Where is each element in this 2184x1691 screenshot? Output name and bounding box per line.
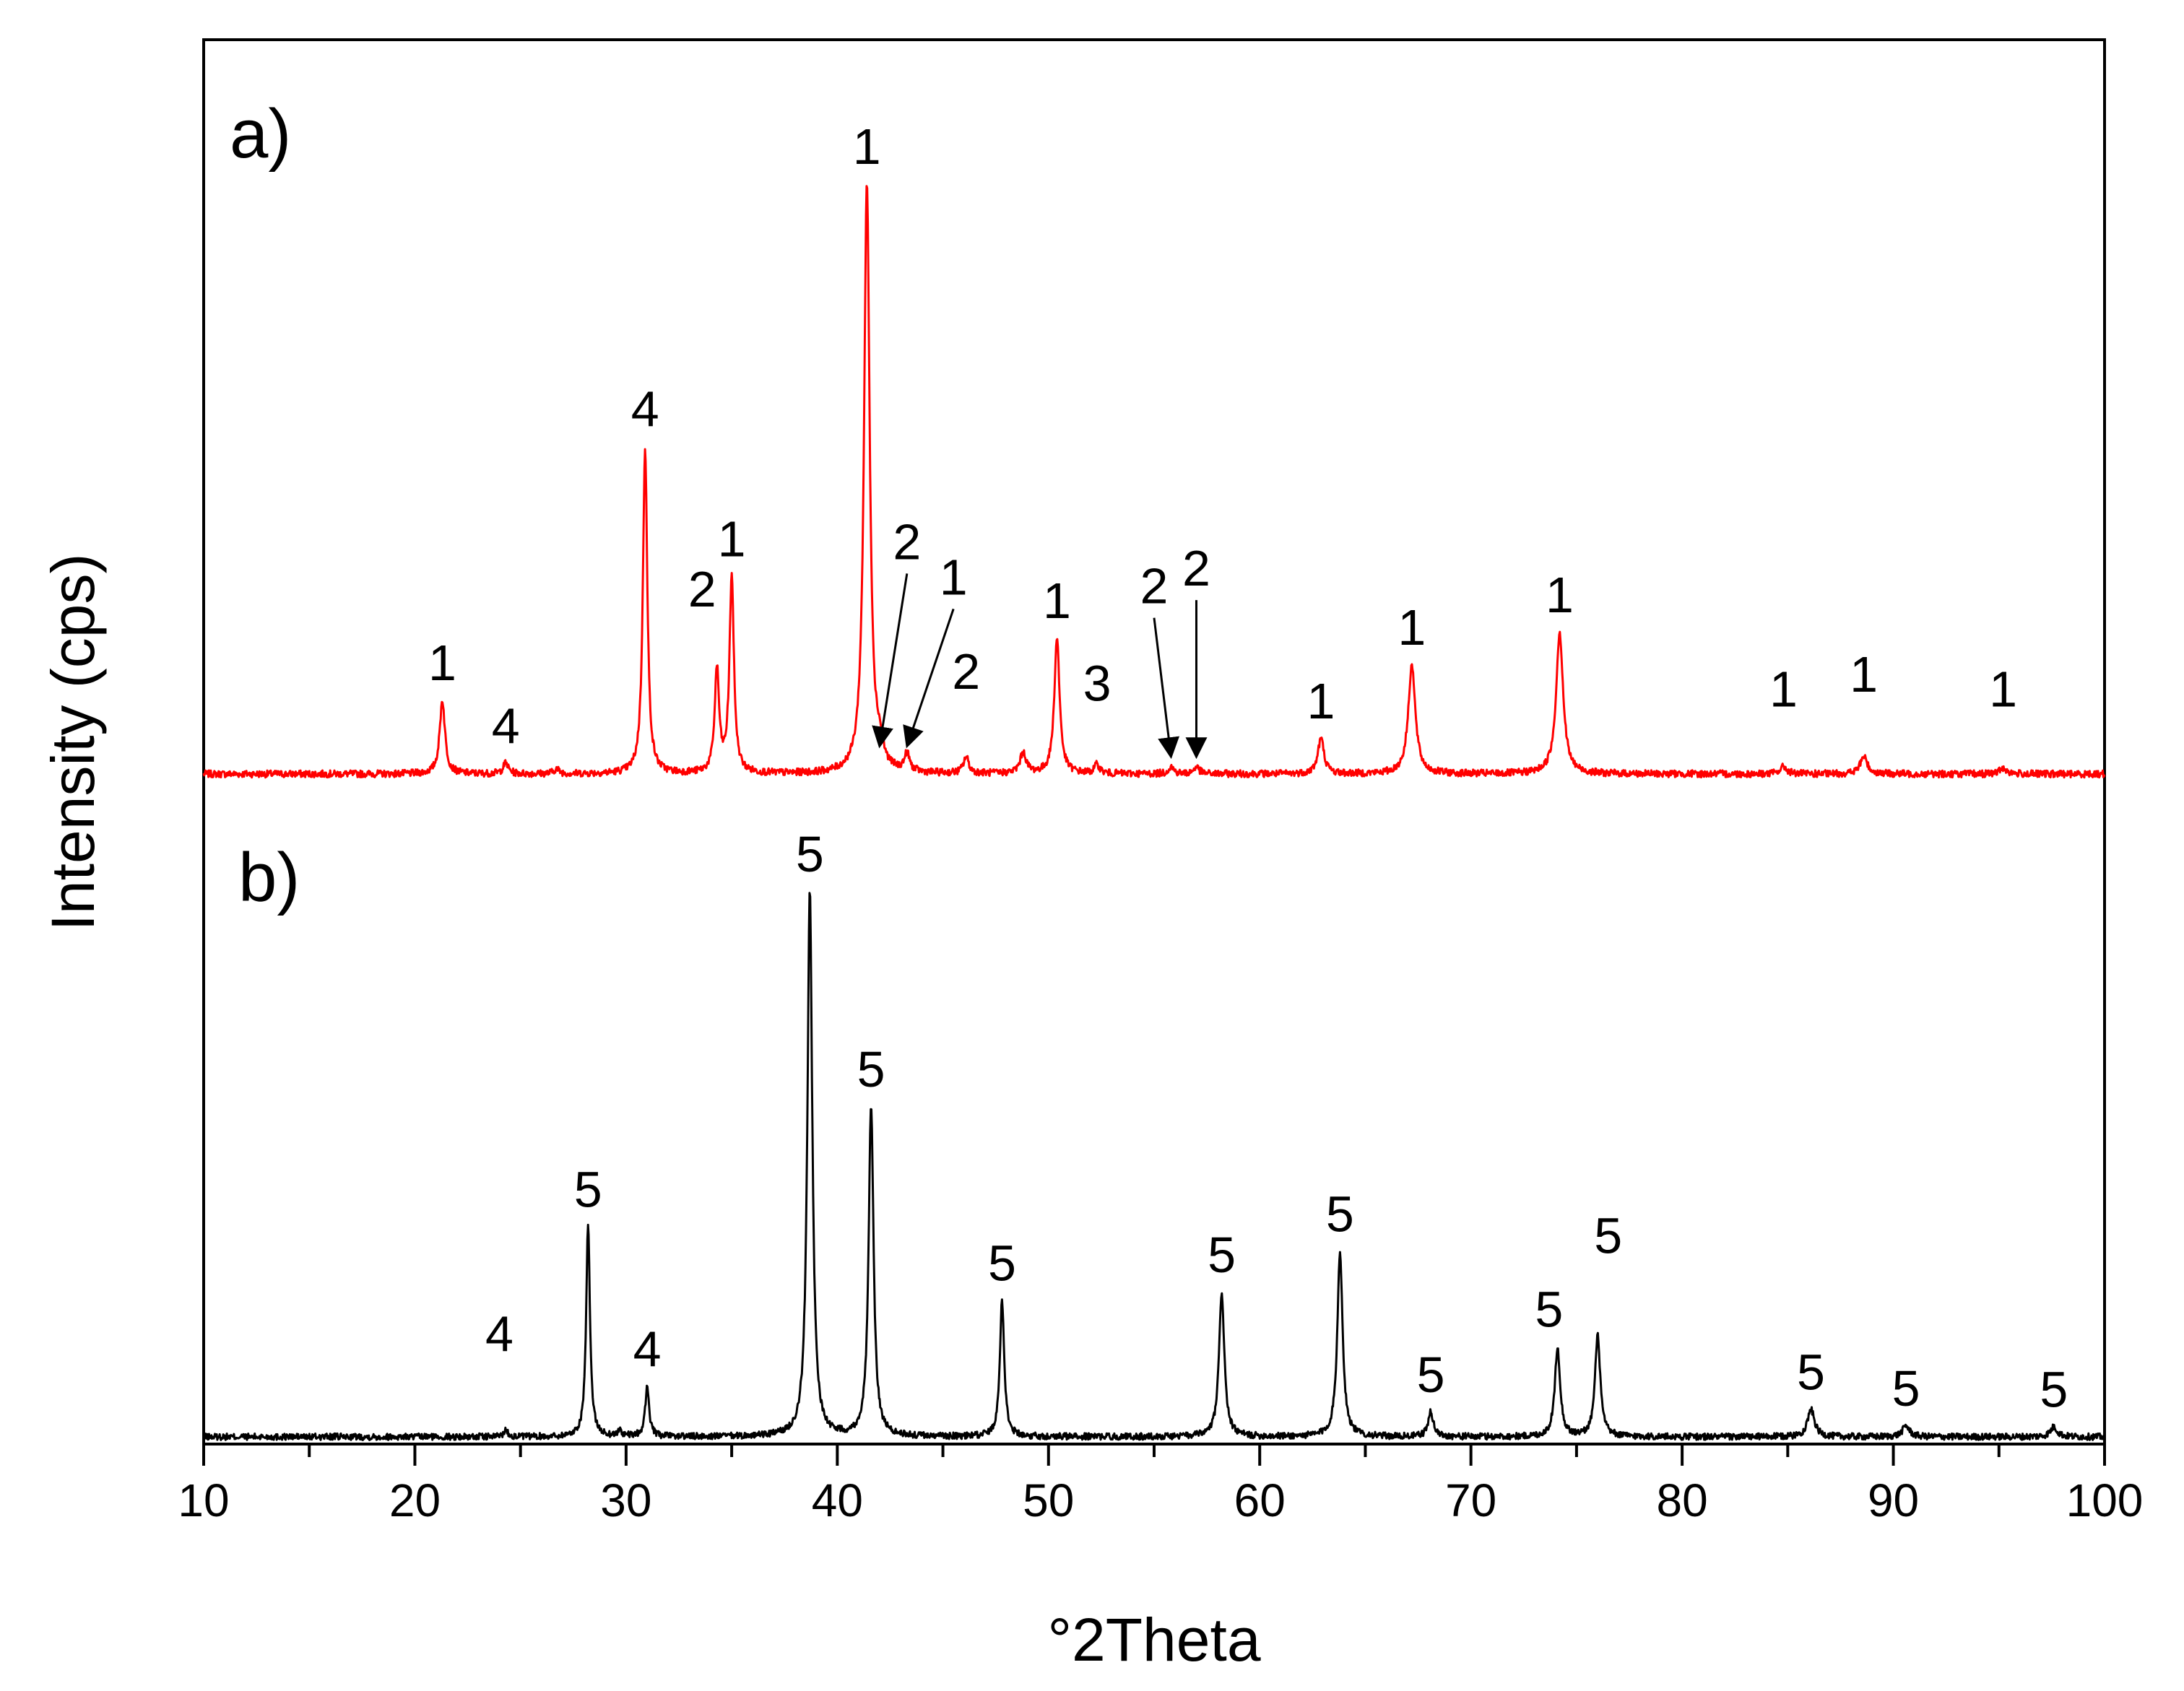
peak-label: 1 xyxy=(853,118,881,175)
peak-label: 4 xyxy=(633,1321,662,1378)
x-axis-title: °2Theta xyxy=(1047,1606,1260,1674)
peak-label: 5 xyxy=(1797,1344,1825,1400)
x-tick-label: 70 xyxy=(1445,1474,1496,1526)
plot-frame xyxy=(202,38,2106,1446)
peak-label: 1 xyxy=(1043,573,1071,629)
peak-label: 5 xyxy=(796,826,824,882)
peak-label: 3 xyxy=(1083,655,1112,711)
peak-label: 2 xyxy=(688,561,716,617)
peak-label: 5 xyxy=(1417,1347,1445,1403)
x-axis: 10 20 30 40 50 60 70 80 90 100 xyxy=(178,1444,2143,1526)
peak-label: 5 xyxy=(988,1235,1016,1291)
peak-label: 5 xyxy=(1208,1227,1236,1283)
peak-label: 5 xyxy=(1326,1186,1354,1242)
peak-label: 1 xyxy=(1769,661,1798,718)
y-axis-title: Intensity (cps) xyxy=(39,554,107,931)
peak-arrow xyxy=(903,608,955,749)
peak-arrow xyxy=(872,573,909,749)
peak-label: 2 xyxy=(952,643,980,700)
peak-label: 1 xyxy=(428,635,456,691)
peak-label: 1 xyxy=(1398,599,1426,656)
series-line-a xyxy=(202,185,2106,779)
x-tick-label: 50 xyxy=(1023,1474,1074,1526)
panel-label-a: a) xyxy=(230,95,291,173)
peak-label: 1 xyxy=(718,510,746,567)
series-layer xyxy=(202,185,2106,1441)
peak-label: 2 xyxy=(893,513,921,570)
panel-label-b: b) xyxy=(238,839,300,916)
peak-label: 5 xyxy=(857,1041,885,1097)
peak-label: 1 xyxy=(1989,661,2017,718)
x-tick-label: 30 xyxy=(600,1474,651,1526)
peak-label: 4 xyxy=(631,381,659,438)
x-tick-label: 90 xyxy=(1868,1474,1919,1526)
x-tick-label: 60 xyxy=(1234,1474,1286,1526)
peak-label: 4 xyxy=(492,697,520,754)
x-tick-label: 80 xyxy=(1657,1474,1708,1526)
peak-label: 5 xyxy=(1892,1360,1920,1417)
peak-label: 4 xyxy=(485,1305,514,1362)
x-tick-label: 100 xyxy=(2066,1474,2144,1526)
x-tick-label: 40 xyxy=(812,1474,863,1526)
peak-label: 5 xyxy=(1594,1208,1622,1264)
peak-arrow xyxy=(1153,617,1180,760)
peak-label: 1 xyxy=(1307,673,1335,729)
peak-label: 2 xyxy=(1140,558,1169,614)
peak-label: 1 xyxy=(940,549,968,605)
x-tick-label: 20 xyxy=(389,1474,441,1526)
peak-label: 2 xyxy=(1182,540,1210,596)
x-tick-label: 10 xyxy=(178,1474,229,1526)
peak-label: 5 xyxy=(2040,1361,2068,1417)
peak-label: 5 xyxy=(574,1161,602,1217)
peak-label: 1 xyxy=(1850,646,1878,703)
peak-label: 1 xyxy=(1546,567,1574,623)
peak-label: 5 xyxy=(1535,1281,1563,1337)
series-line-b xyxy=(202,892,2106,1441)
